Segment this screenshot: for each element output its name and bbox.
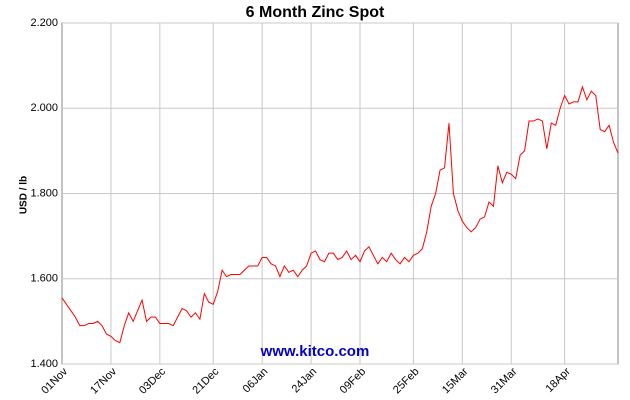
y-tick-label: 2.200 — [30, 17, 58, 29]
chart-title: 6 Month Zinc Spot — [246, 4, 385, 21]
watermark: www.kitco.com — [260, 343, 370, 360]
y-tick-label: 2.000 — [30, 102, 58, 114]
price-line — [61, 85, 619, 344]
y-tick-label: 1.400 — [30, 358, 58, 370]
y-tick-label: 1.600 — [30, 273, 58, 285]
y-axis-label: USD / lb — [19, 176, 30, 214]
y-tick-label: 1.800 — [30, 187, 58, 199]
